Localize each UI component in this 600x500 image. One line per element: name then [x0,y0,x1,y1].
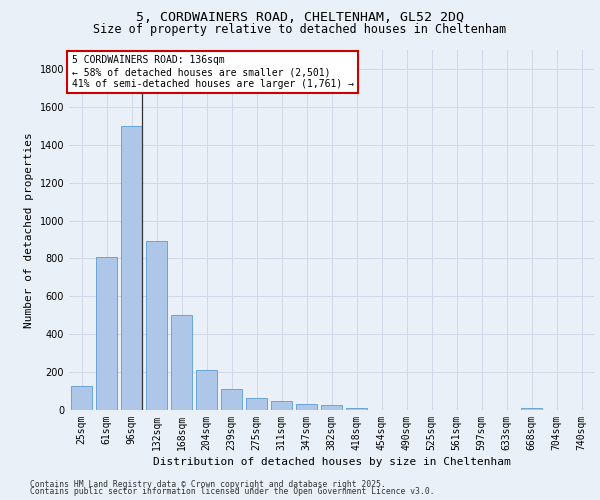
Bar [246,398,267,410]
Bar [521,408,542,410]
Bar [271,402,292,410]
Text: Size of property relative to detached houses in Cheltenham: Size of property relative to detached ho… [94,22,506,36]
Bar [221,389,242,410]
Bar [171,316,192,410]
X-axis label: Distribution of detached houses by size in Cheltenham: Distribution of detached houses by size … [152,457,511,467]
Bar [146,242,167,410]
Y-axis label: Number of detached properties: Number of detached properties [24,132,34,328]
Bar [321,406,342,410]
Bar [296,404,317,410]
Bar [346,408,367,410]
Text: Contains public sector information licensed under the Open Government Licence v3: Contains public sector information licen… [30,487,434,496]
Bar [96,258,117,410]
Bar [121,126,142,410]
Bar [196,370,217,410]
Text: 5, CORDWAINERS ROAD, CHELTENHAM, GL52 2DQ: 5, CORDWAINERS ROAD, CHELTENHAM, GL52 2D… [136,11,464,24]
Bar [71,386,92,410]
Text: Contains HM Land Registry data © Crown copyright and database right 2025.: Contains HM Land Registry data © Crown c… [30,480,386,489]
Text: 5 CORDWAINERS ROAD: 136sqm
← 58% of detached houses are smaller (2,501)
41% of s: 5 CORDWAINERS ROAD: 136sqm ← 58% of deta… [71,56,353,88]
